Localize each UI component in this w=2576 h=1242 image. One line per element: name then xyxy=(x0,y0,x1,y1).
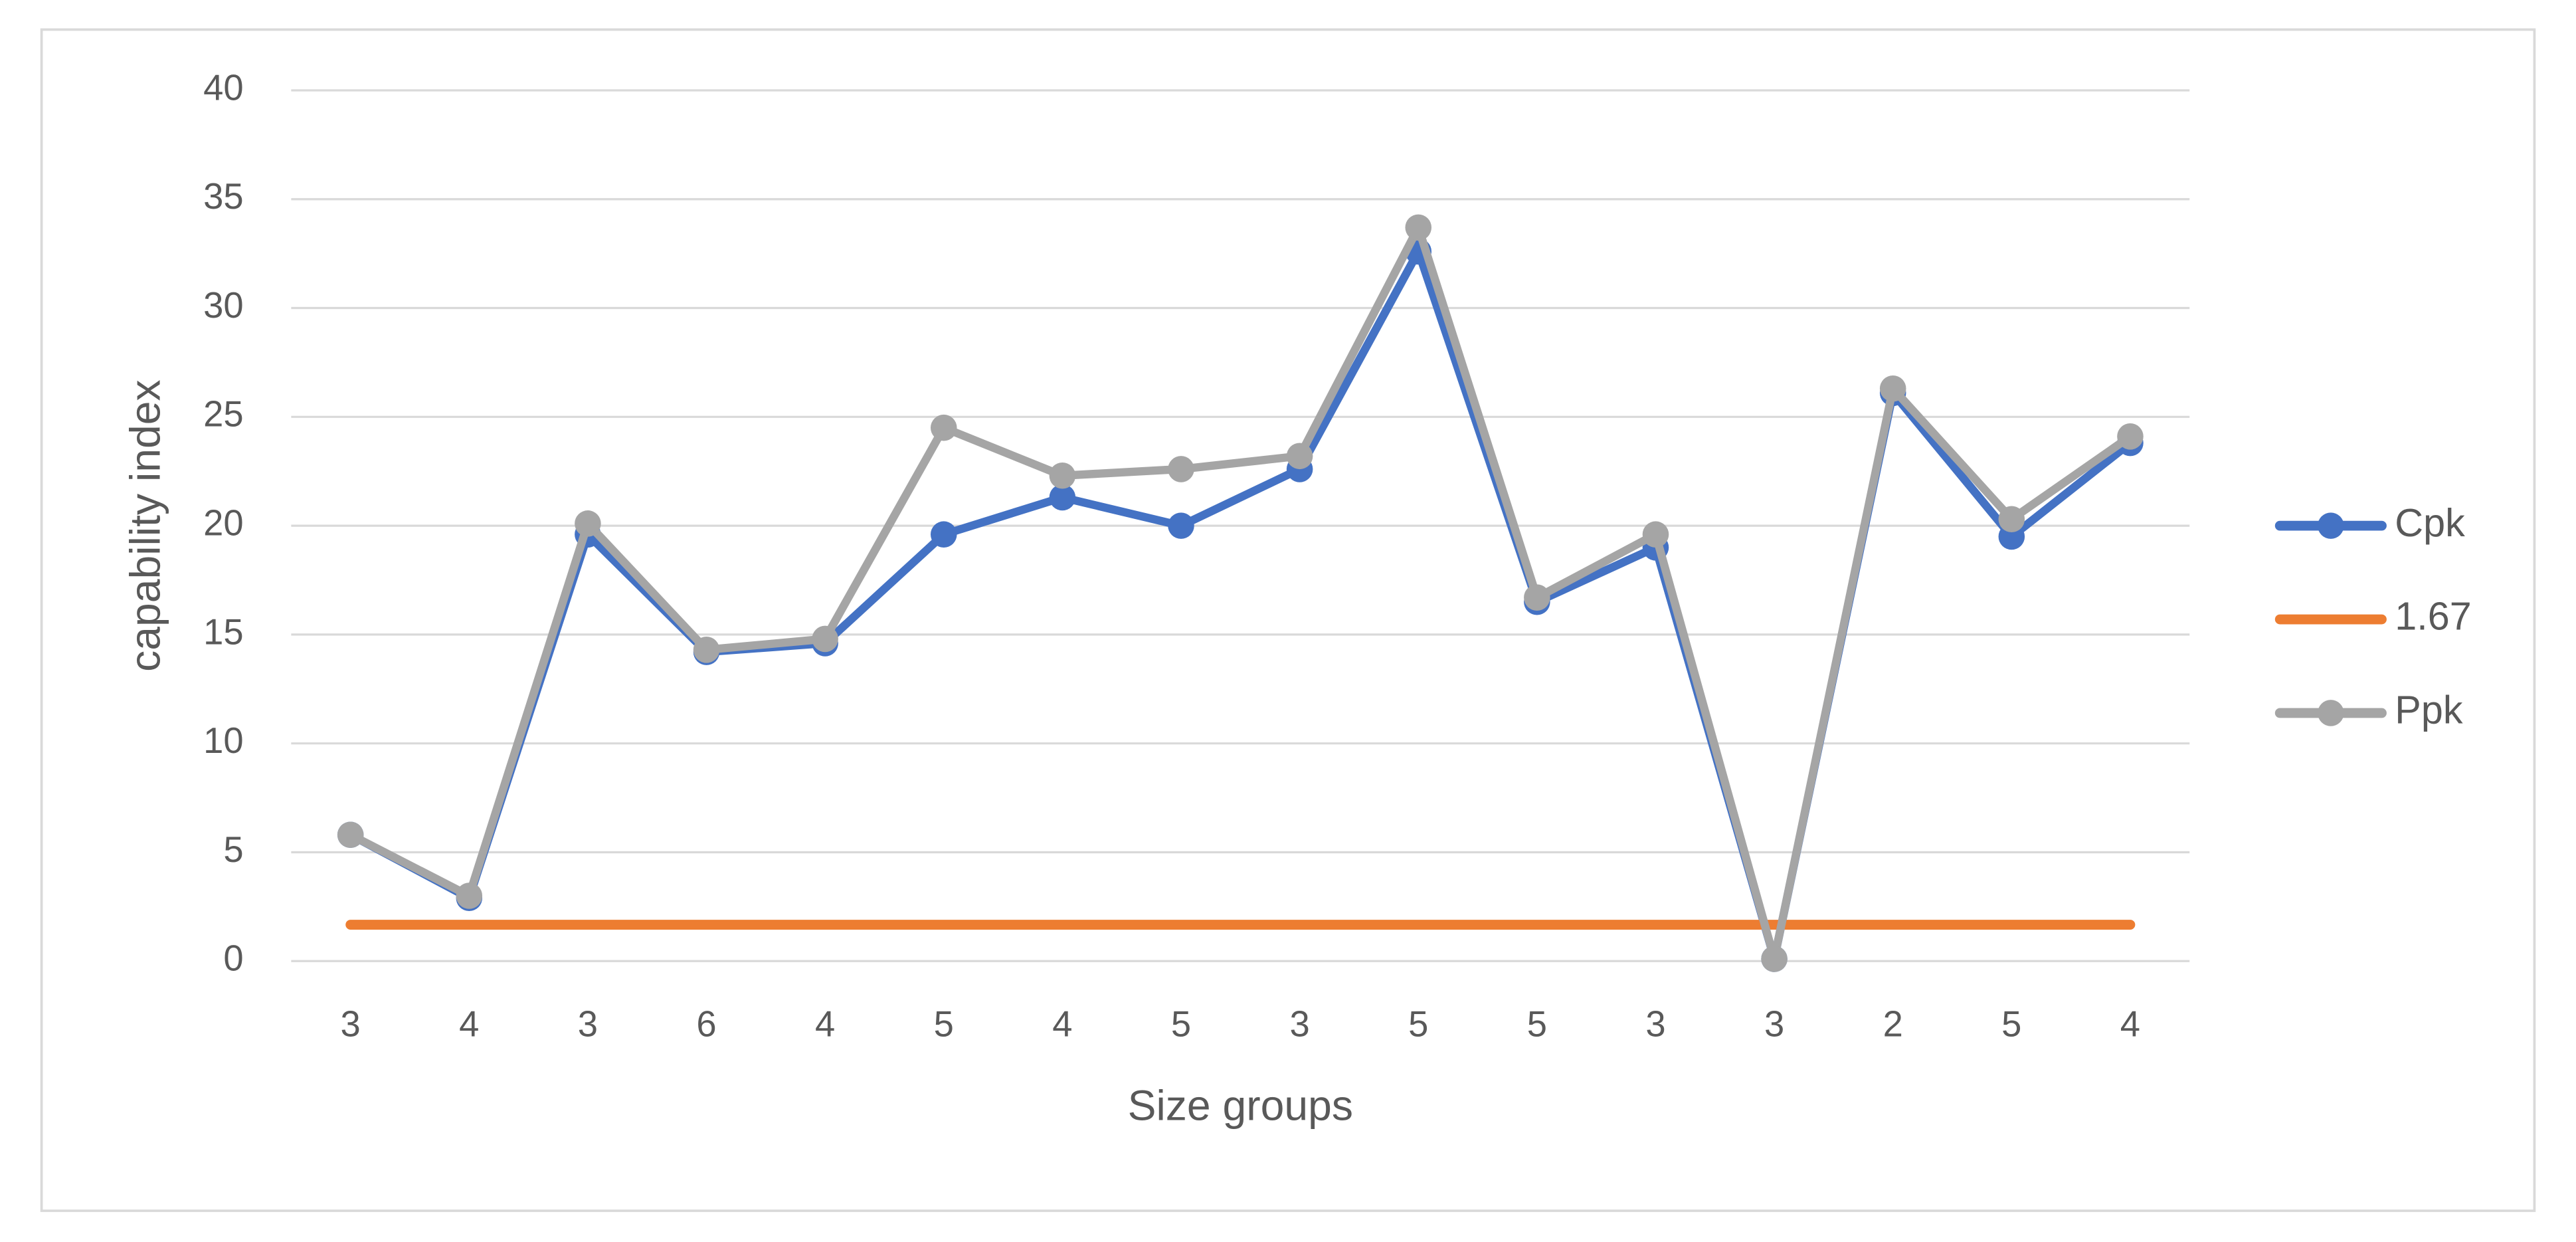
x-tick-label: 3 xyxy=(578,1003,598,1044)
data-point xyxy=(456,882,483,909)
legend-label: Ppk xyxy=(2395,688,2463,732)
x-tick-label: 5 xyxy=(1527,1003,1547,1044)
data-point xyxy=(1879,375,1906,402)
data-point xyxy=(1642,521,1669,548)
x-tick-label: 3 xyxy=(1764,1003,1784,1044)
chart-border xyxy=(40,28,2536,1212)
x-tick-label: 5 xyxy=(1408,1003,1428,1044)
x-tick-label: 4 xyxy=(2120,1003,2140,1044)
x-tick-label: 3 xyxy=(1645,1003,1665,1044)
y-tick-label: 30 xyxy=(203,285,243,326)
data-point xyxy=(1998,506,2025,533)
data-point xyxy=(1168,512,1194,539)
legend-label: 1.67 xyxy=(2395,594,2471,639)
data-point xyxy=(1524,584,1550,611)
data-point xyxy=(337,821,364,849)
data-point xyxy=(1168,456,1194,482)
y-tick-label: 40 xyxy=(203,67,243,108)
y-tick-label: 25 xyxy=(203,394,243,435)
y-tick-label: 35 xyxy=(203,176,243,217)
data-point xyxy=(1286,443,1313,470)
y-tick-label: 0 xyxy=(223,938,243,979)
legend-marker xyxy=(2318,512,2344,539)
data-point xyxy=(575,510,601,537)
series-line xyxy=(346,223,2135,964)
data-point xyxy=(930,521,957,548)
data-point xyxy=(930,414,957,441)
y-tick-label: 20 xyxy=(203,502,243,543)
x-tick-label: 4 xyxy=(1052,1003,1072,1044)
x-tick-label: 5 xyxy=(934,1003,954,1044)
data-point xyxy=(812,625,838,653)
x-tick-label: 2 xyxy=(1883,1003,1903,1044)
y-axis-title: capability index xyxy=(121,379,169,671)
legend-label: Cpk xyxy=(2395,500,2465,545)
data-point xyxy=(1049,462,1076,489)
y-tick-label: 15 xyxy=(203,611,243,652)
y-tick-label: 5 xyxy=(223,829,243,870)
x-tick-label: 4 xyxy=(815,1003,835,1044)
data-point xyxy=(1405,214,1432,241)
x-tick-label: 5 xyxy=(2001,1003,2021,1044)
data-point xyxy=(1049,484,1076,511)
data-point xyxy=(693,637,720,663)
x-tick-label: 3 xyxy=(1289,1003,1309,1044)
y-tick-label: 10 xyxy=(203,720,243,761)
x-tick-label: 6 xyxy=(696,1003,716,1044)
x-tick-label: 5 xyxy=(1171,1003,1191,1044)
x-tick-label: 3 xyxy=(341,1003,361,1044)
data-point xyxy=(1761,946,1788,972)
data-point xyxy=(2117,423,2144,450)
x-tick-label: 4 xyxy=(459,1003,479,1044)
legend-marker xyxy=(2318,700,2344,726)
x-axis-title: Size groups xyxy=(1128,1082,1353,1130)
